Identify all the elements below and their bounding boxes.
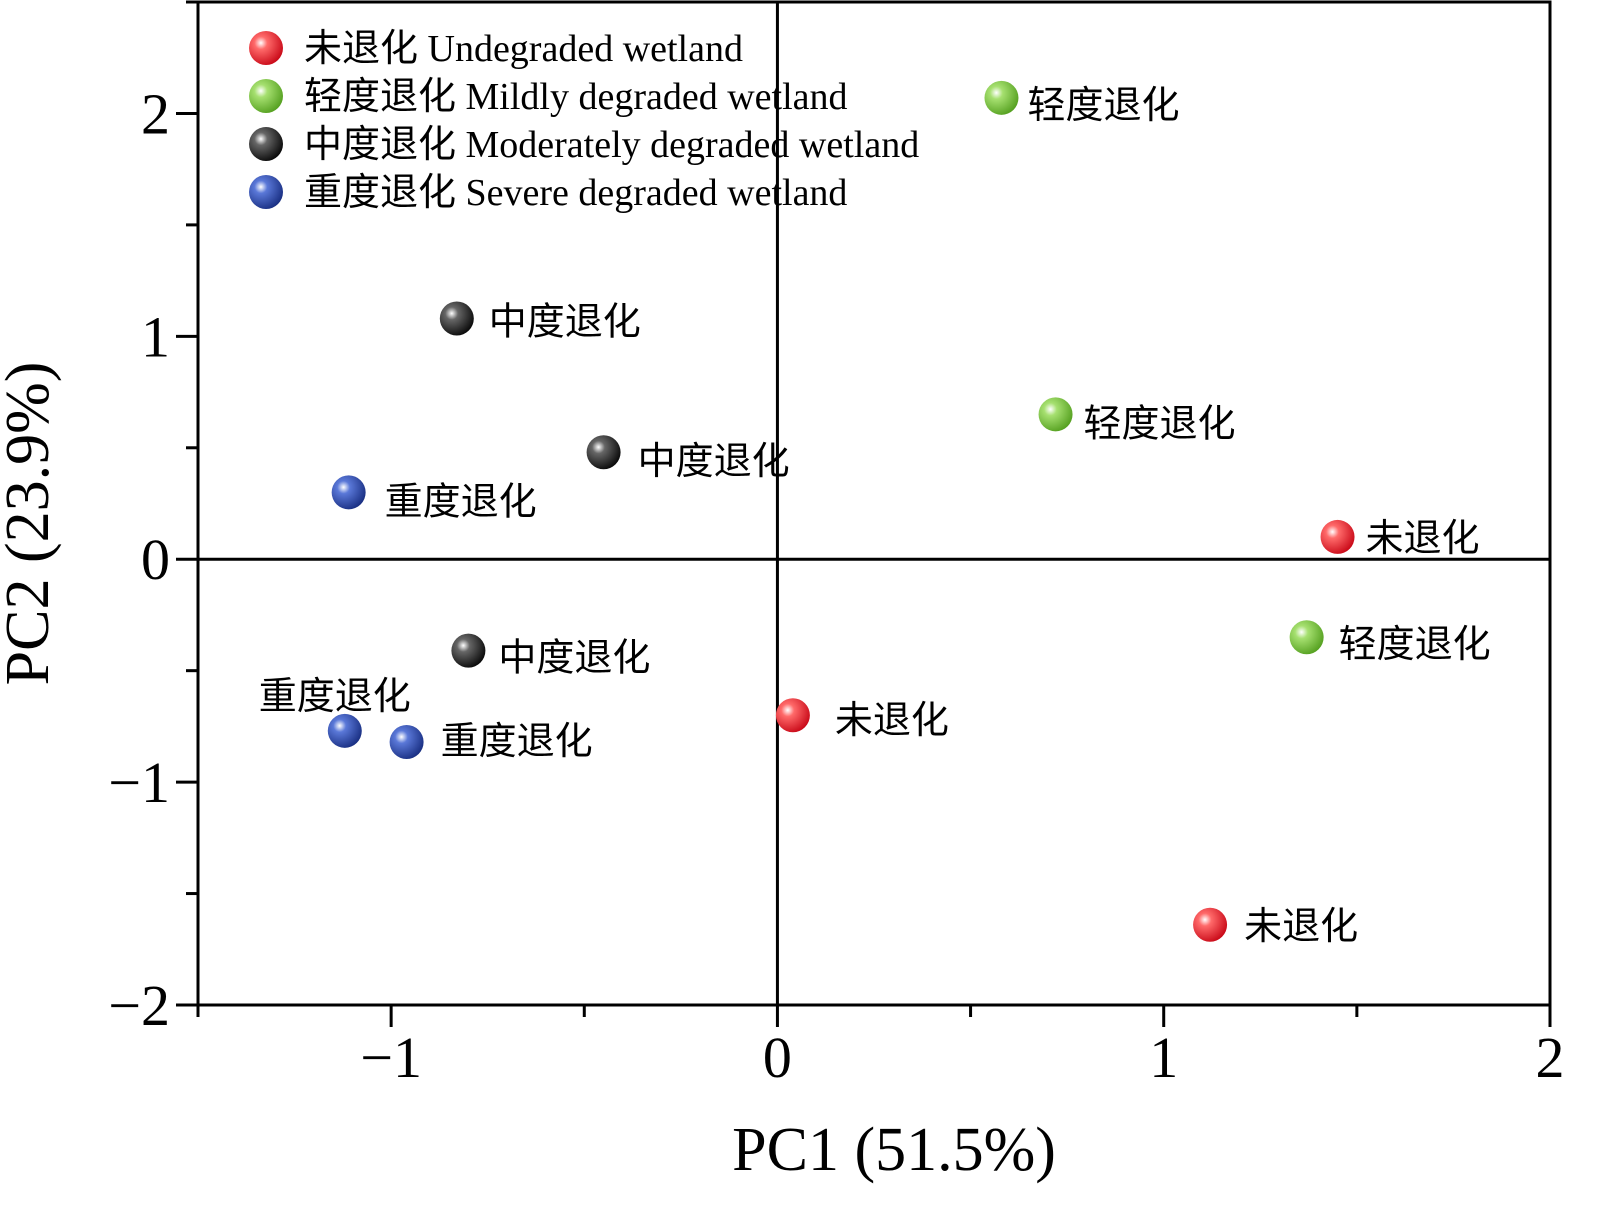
legend-marker [249, 175, 283, 209]
y-tick-label: 1 [141, 304, 170, 369]
y-tick-label: 0 [141, 527, 170, 592]
point-label: 中度退化 [638, 439, 790, 483]
data-point [389, 724, 424, 759]
data-point [775, 698, 810, 733]
data-point [984, 80, 1019, 115]
x-tick-label: −1 [360, 1025, 422, 1090]
reference-lines [198, 2, 1550, 1005]
legend-entry: 重度退化 Severe degraded wetland [304, 172, 847, 214]
data-point [331, 475, 366, 510]
data-point [586, 435, 621, 470]
legend: 未退化 Undegraded wetland 轻度退化 Mildly degrad… [249, 28, 919, 214]
legend-marker [249, 127, 283, 161]
point-label: 轻度退化 [1084, 401, 1236, 445]
point-label: 重度退化 [385, 479, 537, 523]
data-point [1193, 907, 1228, 942]
plot-border [196, 0, 1552, 1007]
y-axis-title: PC2 (23.9%) [0, 362, 62, 686]
legend-entry: 轻度退化 Mildly degraded wetland [304, 76, 848, 118]
data-points: 未退化未退化未退化轻度退化轻度退化轻度退化中度退化中度退化中度退化重度退化重度退… [259, 80, 1491, 948]
plot-frame [196, 0, 1552, 1007]
point-label: 未退化 [1244, 904, 1358, 948]
y-axis: −2 −1 0 1 2 [108, 0, 198, 1038]
x-tick-label: 2 [1536, 1025, 1565, 1090]
data-point [1320, 519, 1355, 554]
y-tick-label: −1 [108, 750, 170, 815]
legend-marker [249, 79, 283, 113]
legend-marker [249, 31, 283, 65]
point-label: 未退化 [835, 698, 949, 742]
y-tick-label: 2 [141, 81, 170, 146]
legend-entry: 中度退化 Moderately degraded wetland [304, 124, 919, 166]
point-label: 重度退化 [259, 674, 411, 718]
data-point [451, 633, 486, 668]
legend-entry: 未退化 Undegraded wetland [304, 28, 743, 70]
point-label: 轻度退化 [1027, 83, 1179, 127]
data-point [1038, 397, 1073, 432]
point-label: 轻度退化 [1339, 622, 1491, 666]
point-label: 未退化 [1366, 516, 1480, 560]
data-point [327, 713, 362, 748]
point-label: 中度退化 [489, 300, 641, 344]
data-point [439, 301, 474, 336]
data-point [1289, 620, 1324, 655]
point-label: 重度退化 [441, 719, 593, 763]
y-tick-label: −2 [108, 973, 170, 1038]
point-label: 中度退化 [498, 636, 650, 680]
x-tick-label: 0 [763, 1025, 792, 1090]
x-axis: −1 0 1 2 [196, 1005, 1565, 1090]
x-tick-label: 1 [1149, 1025, 1178, 1090]
x-axis-title: PC1 (51.5%) [732, 1116, 1056, 1184]
